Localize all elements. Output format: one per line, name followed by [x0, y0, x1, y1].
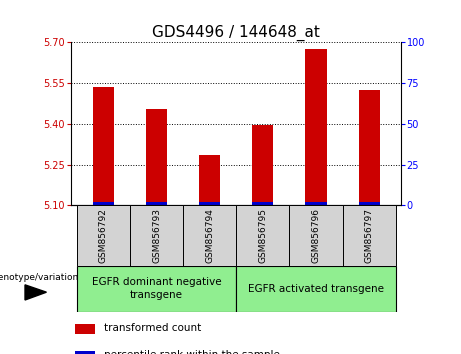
Polygon shape [25, 285, 47, 300]
Bar [183, 205, 236, 266]
Bar [146, 109, 167, 205]
Bar [130, 205, 183, 266]
Bar [146, 202, 167, 205]
Text: GSM856796: GSM856796 [312, 208, 320, 263]
Text: GSM856797: GSM856797 [365, 208, 374, 263]
Bar [290, 205, 343, 266]
Bar [75, 324, 95, 335]
Bar [236, 266, 396, 312]
Text: GSM856792: GSM856792 [99, 208, 108, 263]
Bar [252, 125, 273, 205]
Text: EGFR activated transgene: EGFR activated transgene [248, 284, 384, 293]
Bar [305, 202, 327, 205]
Title: GDS4496 / 144648_at: GDS4496 / 144648_at [152, 25, 320, 41]
Bar [359, 90, 380, 205]
Bar [199, 202, 220, 205]
Bar [236, 205, 290, 266]
Bar [77, 205, 130, 266]
Text: GSM856795: GSM856795 [258, 208, 267, 263]
Text: transformed count: transformed count [104, 323, 201, 333]
Bar [93, 87, 114, 205]
Bar [305, 49, 327, 205]
Text: GSM856793: GSM856793 [152, 208, 161, 263]
Text: percentile rank within the sample: percentile rank within the sample [104, 350, 280, 354]
Bar [75, 351, 95, 354]
Bar [343, 205, 396, 266]
Bar [77, 266, 236, 312]
Bar [199, 155, 220, 205]
Text: genotype/variation: genotype/variation [0, 273, 79, 281]
Bar [93, 202, 114, 205]
Bar [359, 202, 380, 205]
Text: EGFR dominant negative
transgene: EGFR dominant negative transgene [92, 277, 221, 300]
Bar [252, 202, 273, 205]
Text: GSM856794: GSM856794 [205, 208, 214, 263]
